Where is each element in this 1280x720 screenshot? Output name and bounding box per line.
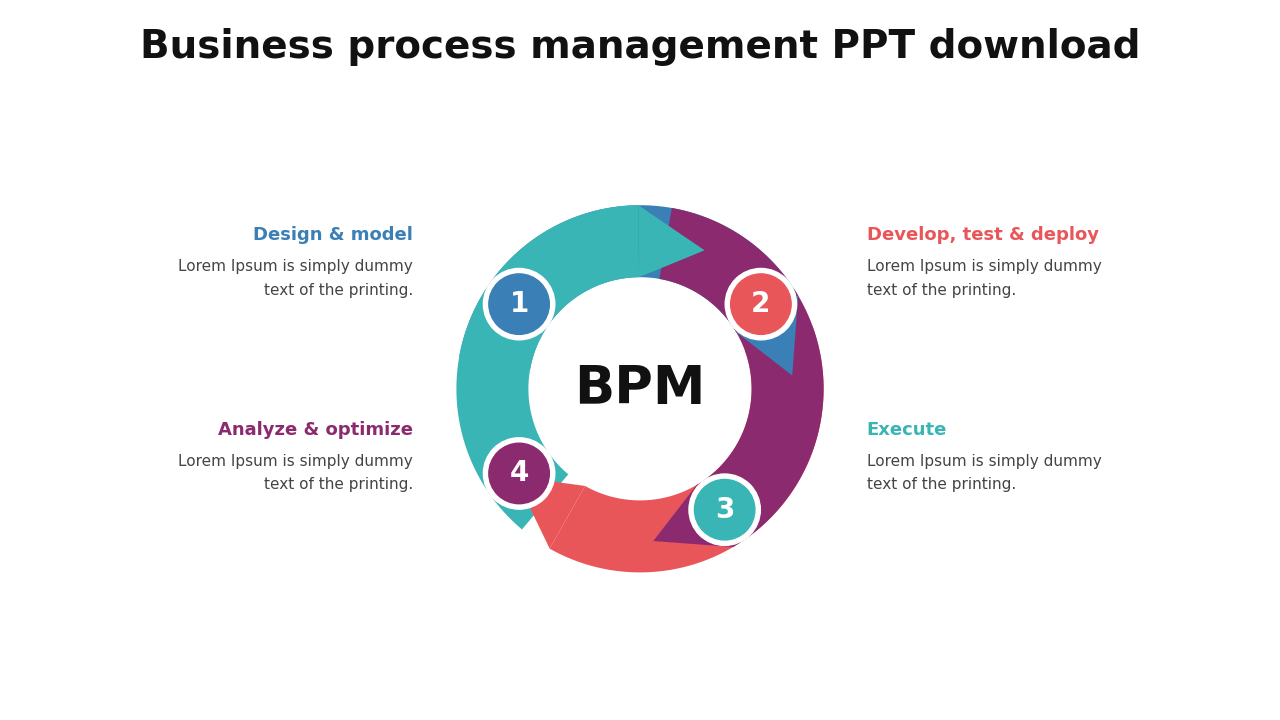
Polygon shape [515, 477, 585, 549]
Text: Business process management PPT download: Business process management PPT download [140, 28, 1140, 66]
Text: Lorem Ipsum is simply dummy
text of the printing.: Lorem Ipsum is simply dummy text of the … [178, 454, 413, 492]
Text: Execute: Execute [867, 421, 947, 439]
Polygon shape [460, 205, 799, 369]
Circle shape [689, 474, 760, 545]
Text: Analyze & optimize: Analyze & optimize [218, 421, 413, 439]
Polygon shape [653, 485, 733, 547]
Text: Design & model: Design & model [253, 226, 413, 245]
Polygon shape [457, 205, 639, 529]
Text: Lorem Ipsum is simply dummy
text of the printing.: Lorem Ipsum is simply dummy text of the … [178, 259, 413, 298]
Text: Develop, test & deploy: Develop, test & deploy [867, 226, 1098, 245]
Text: Lorem Ipsum is simply dummy
text of the printing.: Lorem Ipsum is simply dummy text of the … [867, 454, 1102, 492]
Circle shape [726, 269, 796, 340]
Circle shape [695, 480, 755, 540]
Text: BPM: BPM [575, 363, 705, 415]
Circle shape [484, 438, 554, 509]
Text: 2: 2 [751, 290, 771, 318]
Circle shape [489, 444, 549, 504]
Text: 4: 4 [509, 459, 529, 487]
Circle shape [731, 274, 791, 334]
Circle shape [484, 269, 554, 340]
Text: 3: 3 [716, 495, 735, 523]
Polygon shape [639, 205, 704, 277]
Polygon shape [736, 295, 799, 376]
Polygon shape [659, 208, 823, 547]
Text: Lorem Ipsum is simply dummy
text of the printing.: Lorem Ipsum is simply dummy text of the … [867, 259, 1102, 298]
Polygon shape [549, 326, 823, 572]
Circle shape [489, 274, 549, 334]
Text: 1: 1 [509, 290, 529, 318]
